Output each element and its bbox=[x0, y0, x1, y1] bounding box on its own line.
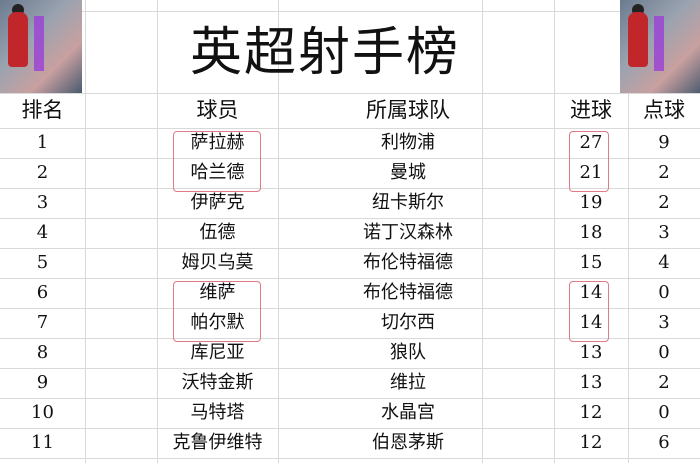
cell-goals[interactable]: 13 bbox=[579, 372, 603, 393]
cell-penalties[interactable]: 0 bbox=[658, 402, 670, 423]
cell-team[interactable]: 切尔西 bbox=[381, 312, 435, 333]
cell-goals[interactable]: 12 bbox=[579, 402, 603, 423]
grid-column-line bbox=[554, 0, 555, 463]
cell-goals[interactable]: 14 bbox=[579, 282, 603, 303]
cell-rank[interactable]: 9 bbox=[36, 372, 49, 393]
cell-penalties[interactable]: 3 bbox=[658, 312, 670, 333]
cell-penalties[interactable]: 0 bbox=[658, 282, 670, 303]
cell-goals[interactable]: 21 bbox=[579, 162, 603, 183]
cell-rank[interactable]: 7 bbox=[36, 312, 49, 333]
highlight-box-players-mid bbox=[173, 281, 261, 342]
header-rank[interactable]: 排名 bbox=[21, 98, 64, 122]
cell-player[interactable]: 库尼亚 bbox=[190, 342, 245, 363]
cell-player[interactable]: 沃特金斯 bbox=[181, 372, 254, 393]
header-goals[interactable]: 进球 bbox=[570, 98, 612, 122]
cell-penalties[interactable]: 0 bbox=[658, 342, 670, 363]
cell-rank[interactable]: 1 bbox=[36, 132, 49, 153]
page-title: 英超射手榜 bbox=[189, 23, 460, 83]
cell-goals[interactable]: 18 bbox=[579, 222, 603, 243]
grid-column-line bbox=[157, 0, 158, 463]
grid-row-line bbox=[0, 338, 700, 339]
highlight-box-players-top bbox=[173, 131, 261, 192]
cell-penalties[interactable]: 3 bbox=[658, 222, 670, 243]
cell-player[interactable]: 维萨 bbox=[199, 282, 236, 303]
cell-player[interactable]: 哈兰德 bbox=[190, 162, 245, 183]
grid-row-line bbox=[0, 398, 700, 399]
grid-column-line bbox=[85, 0, 86, 463]
grid-row-line bbox=[0, 188, 700, 189]
cell-team[interactable]: 伯恩茅斯 bbox=[372, 432, 444, 453]
cell-rank[interactable]: 4 bbox=[36, 222, 49, 243]
highlight-box-goals-top bbox=[569, 131, 609, 192]
cell-rank[interactable]: 5 bbox=[36, 252, 49, 273]
cell-goals[interactable]: 12 bbox=[579, 432, 603, 453]
grid-row-line bbox=[0, 158, 700, 159]
cell-player[interactable]: 伍德 bbox=[199, 222, 236, 243]
header-team[interactable]: 所属球队 bbox=[366, 98, 450, 122]
grid-row-line bbox=[0, 218, 700, 219]
anime-basketball-image-right bbox=[620, 0, 700, 93]
cell-team[interactable]: 布伦特福德 bbox=[363, 282, 453, 303]
cell-penalties[interactable]: 2 bbox=[658, 192, 670, 213]
cell-rank[interactable]: 3 bbox=[36, 192, 49, 213]
header-player[interactable]: 球员 bbox=[196, 98, 239, 122]
grid-row-line bbox=[0, 308, 700, 309]
cell-player[interactable]: 克鲁伊维特 bbox=[172, 432, 263, 453]
cell-penalties[interactable]: 4 bbox=[658, 252, 670, 273]
cell-penalties[interactable]: 6 bbox=[658, 432, 670, 453]
grid-row-line bbox=[0, 278, 700, 279]
cell-player[interactable]: 马特塔 bbox=[190, 402, 245, 423]
cell-goals[interactable]: 15 bbox=[579, 252, 603, 273]
highlight-box-goals-mid bbox=[569, 281, 609, 342]
cell-team[interactable]: 布伦特福德 bbox=[363, 252, 453, 273]
cell-penalties[interactable]: 9 bbox=[658, 132, 670, 153]
grid-column-line bbox=[628, 0, 629, 463]
cell-penalties[interactable]: 2 bbox=[658, 162, 670, 183]
header-penalties[interactable]: 点球 bbox=[643, 98, 685, 122]
cell-player[interactable]: 萨拉赫 bbox=[190, 132, 245, 153]
cell-goals[interactable]: 19 bbox=[579, 192, 603, 213]
grid-row-line bbox=[0, 93, 700, 94]
cell-team[interactable]: 曼城 bbox=[390, 162, 426, 183]
cell-goals[interactable]: 27 bbox=[579, 132, 603, 153]
cell-penalties[interactable]: 2 bbox=[658, 372, 670, 393]
grid-column-line bbox=[482, 0, 483, 463]
cell-goals[interactable]: 14 bbox=[579, 312, 603, 333]
cell-rank[interactable]: 2 bbox=[36, 162, 49, 183]
cell-player[interactable]: 姆贝乌莫 bbox=[181, 252, 254, 273]
anime-basketball-image-left bbox=[0, 0, 82, 93]
cell-player[interactable]: 伊萨克 bbox=[190, 192, 245, 213]
cell-rank[interactable]: 10 bbox=[31, 402, 54, 423]
cell-rank[interactable]: 8 bbox=[36, 342, 49, 363]
cell-team[interactable]: 狼队 bbox=[390, 342, 426, 363]
cell-rank[interactable]: 11 bbox=[31, 432, 54, 453]
cell-team[interactable]: 维拉 bbox=[390, 372, 426, 393]
cell-team[interactable]: 利物浦 bbox=[381, 132, 435, 153]
cell-player[interactable]: 帕尔默 bbox=[190, 312, 245, 333]
grid-row-line bbox=[0, 128, 700, 129]
grid-row-line bbox=[0, 11, 700, 12]
cell-rank[interactable]: 6 bbox=[36, 282, 49, 303]
grid-row-line bbox=[0, 368, 700, 369]
grid-column-line bbox=[278, 0, 279, 463]
cell-team[interactable]: 诺丁汉森林 bbox=[363, 222, 453, 243]
grid-row-line bbox=[0, 458, 700, 459]
grid-row-line bbox=[0, 248, 700, 249]
grid-row-line bbox=[0, 428, 700, 429]
cell-team[interactable]: 水晶宫 bbox=[381, 402, 435, 423]
cell-team[interactable]: 纽卡斯尔 bbox=[372, 192, 444, 213]
cell-goals[interactable]: 13 bbox=[579, 342, 603, 363]
